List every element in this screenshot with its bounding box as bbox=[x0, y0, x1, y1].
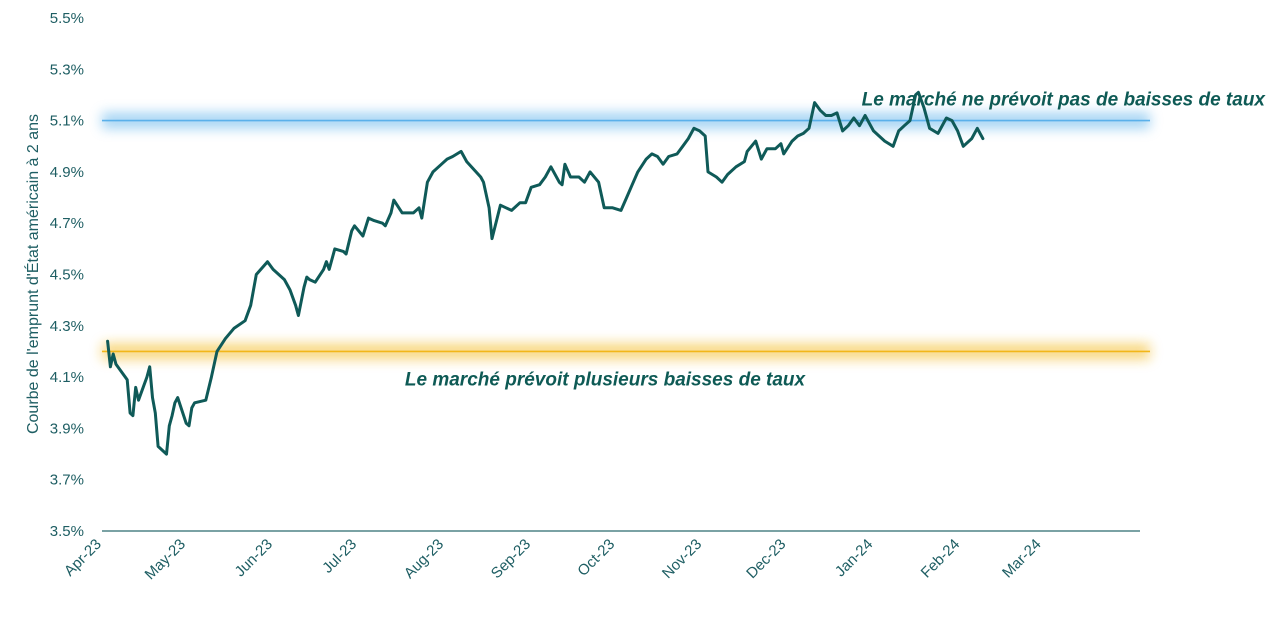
x-tick-label: Apr-23 bbox=[61, 536, 105, 580]
x-tick-label: Aug-23 bbox=[401, 536, 447, 582]
x-tick-label: Nov-23 bbox=[659, 536, 705, 582]
x-tick-label: Jun-23 bbox=[231, 536, 275, 580]
annotation-no-rate-cuts: Le marché ne prévoit pas de baisses de t… bbox=[862, 90, 1267, 111]
x-tick-label: Jul-23 bbox=[319, 536, 360, 577]
y-tick-label: 5.3% bbox=[50, 61, 84, 78]
series-line bbox=[106, 90, 985, 456]
y-tick-label: 3.5% bbox=[50, 523, 84, 540]
y-tick-label: 4.1% bbox=[50, 369, 84, 386]
y-tick-label: 5.1% bbox=[50, 113, 84, 130]
y-tick-label: 4.9% bbox=[50, 164, 84, 181]
x-tick-label: Sep-23 bbox=[488, 536, 534, 582]
x-tick-label: Oct-23 bbox=[574, 536, 618, 580]
x-tick-label: Feb-24 bbox=[918, 536, 964, 582]
y-tick-label: 3.9% bbox=[50, 420, 84, 437]
x-tick-label: Dec-23 bbox=[743, 536, 789, 582]
x-tick-label: Jan-24 bbox=[832, 536, 876, 580]
y-axis-label: Courbe de l'emprunt d'État américain à 2… bbox=[23, 114, 42, 434]
x-tick-label: May-23 bbox=[142, 536, 189, 583]
y-tick-label: 4.7% bbox=[50, 215, 84, 232]
x-tick-label: Mar-24 bbox=[999, 536, 1045, 582]
y-tick-label: 4.5% bbox=[50, 267, 84, 284]
annotation-several-rate-cuts: Le marché prévoit plusieurs baisses de t… bbox=[405, 369, 807, 390]
y-tick-label: 4.3% bbox=[50, 318, 84, 335]
y-tick-label: 3.7% bbox=[50, 472, 84, 489]
y-tick-label: 5.5% bbox=[50, 10, 84, 27]
